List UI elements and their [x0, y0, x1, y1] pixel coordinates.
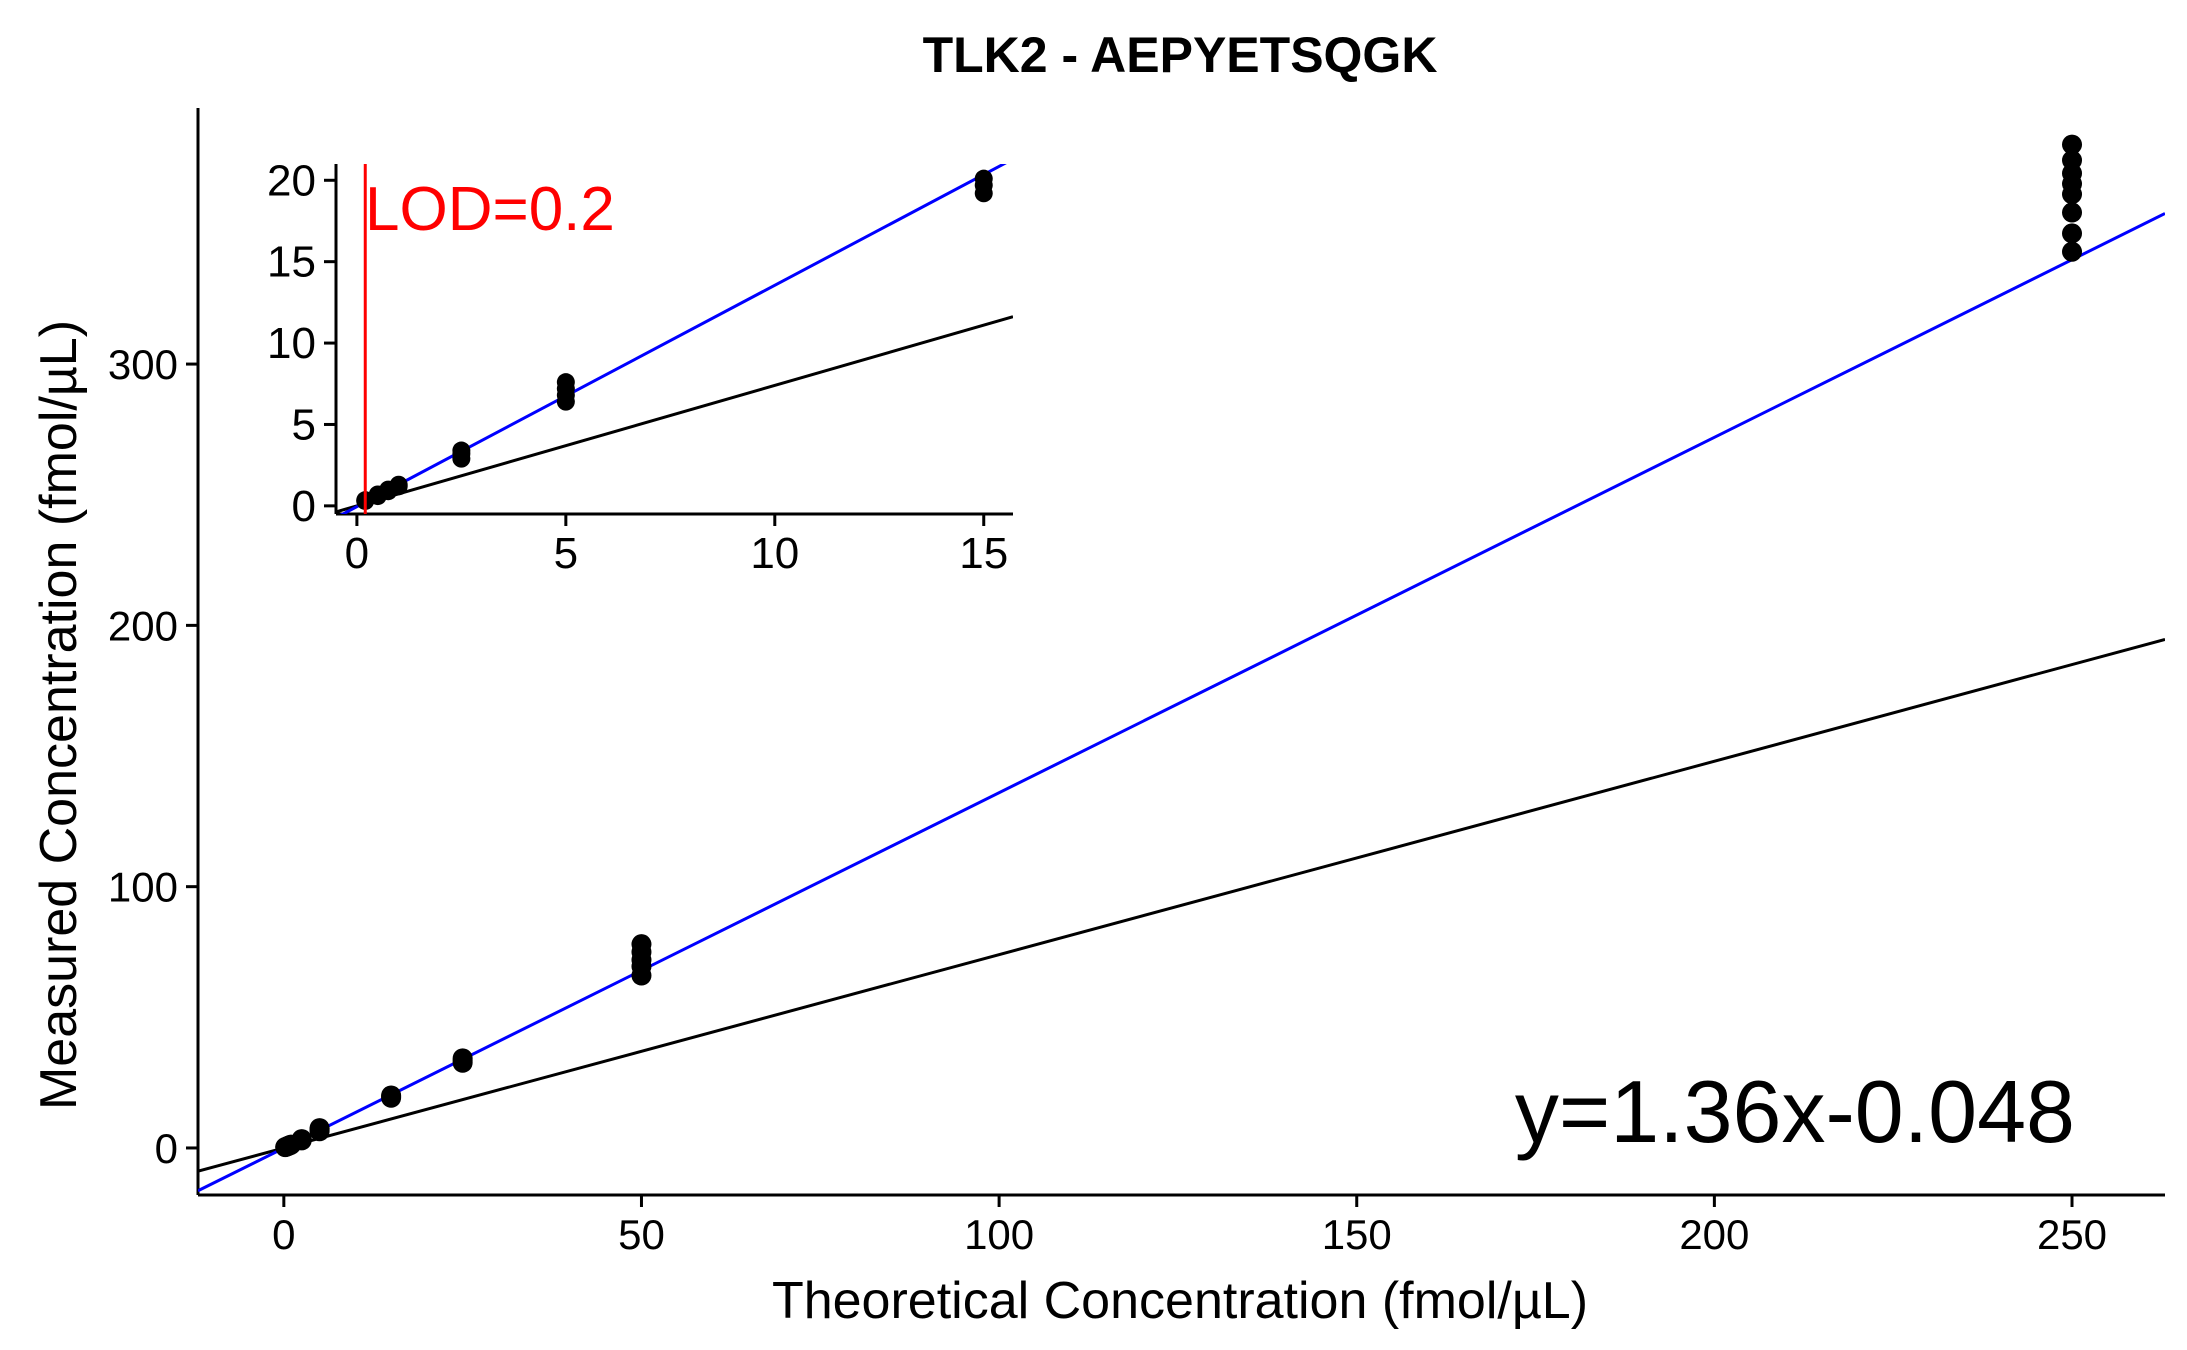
inset-regression-fit-line: [339, 164, 1007, 514]
chart-title: TLK2 - AEPYETSQGK: [923, 27, 1438, 83]
inset-x-tick-label: 5: [554, 529, 578, 578]
main-y-tick-label: 200: [108, 602, 178, 649]
regression-fit-line: [198, 212, 2165, 1193]
x-axis-label: Theoretical Concentration (fmol/µL): [772, 1272, 1588, 1330]
data-point: [2062, 150, 2083, 171]
main-y-tick-label: 0: [155, 1125, 178, 1172]
main-x-tick-label: 100: [964, 1211, 1034, 1258]
inset-plot-content: [336, 164, 1013, 514]
y-axis-label: Measured Concentration (fmol/µL): [30, 320, 88, 1110]
main-x-tick-label: 200: [1679, 1211, 1749, 1258]
lod-label: LOD=0.2: [365, 175, 615, 244]
main-y-tick-label: 300: [108, 341, 178, 388]
inset-y-tick-label: 20: [267, 156, 316, 205]
data-point: [291, 1129, 312, 1150]
data-point: [309, 1118, 330, 1139]
data-point: [2062, 202, 2083, 223]
main-x-tick-label: 250: [2037, 1211, 2107, 1258]
inset-x-tick-label: 15: [959, 529, 1008, 578]
data-point: [631, 934, 652, 955]
inset-identity-line: [336, 315, 1013, 514]
main-y-tick-label: 100: [108, 864, 178, 911]
inset-y-tick-label: 0: [292, 482, 316, 531]
data-point: [381, 1085, 402, 1106]
main-x-tick-label: 150: [1322, 1211, 1392, 1258]
inset-x-tick-label: 10: [750, 529, 799, 578]
inset-x-tick-label: 0: [345, 529, 369, 578]
main-x-tick-label: 0: [272, 1211, 295, 1258]
main-x-tick-label: 50: [618, 1211, 665, 1258]
data-point: [2062, 134, 2083, 155]
data-point: [452, 1048, 473, 1069]
inset-data-point: [389, 475, 408, 494]
inset-y-tick-label: 10: [267, 319, 316, 368]
inset-plot-area: 0 5 10 15 0 5 10 15 20: [267, 156, 1013, 578]
data-point: [2062, 241, 2083, 262]
inset-data-point: [556, 373, 575, 392]
inset-y-tick-label: 15: [267, 238, 316, 287]
identity-line: [198, 637, 2165, 1173]
fit-equation-annotation: y=1.36x-0.048: [1515, 1062, 2075, 1161]
main-plot-content: [198, 134, 2165, 1193]
inset-data-point: [974, 169, 993, 188]
inset-data-point: [452, 441, 471, 460]
inset-y-tick-label: 5: [292, 400, 316, 449]
data-point: [2062, 223, 2083, 244]
